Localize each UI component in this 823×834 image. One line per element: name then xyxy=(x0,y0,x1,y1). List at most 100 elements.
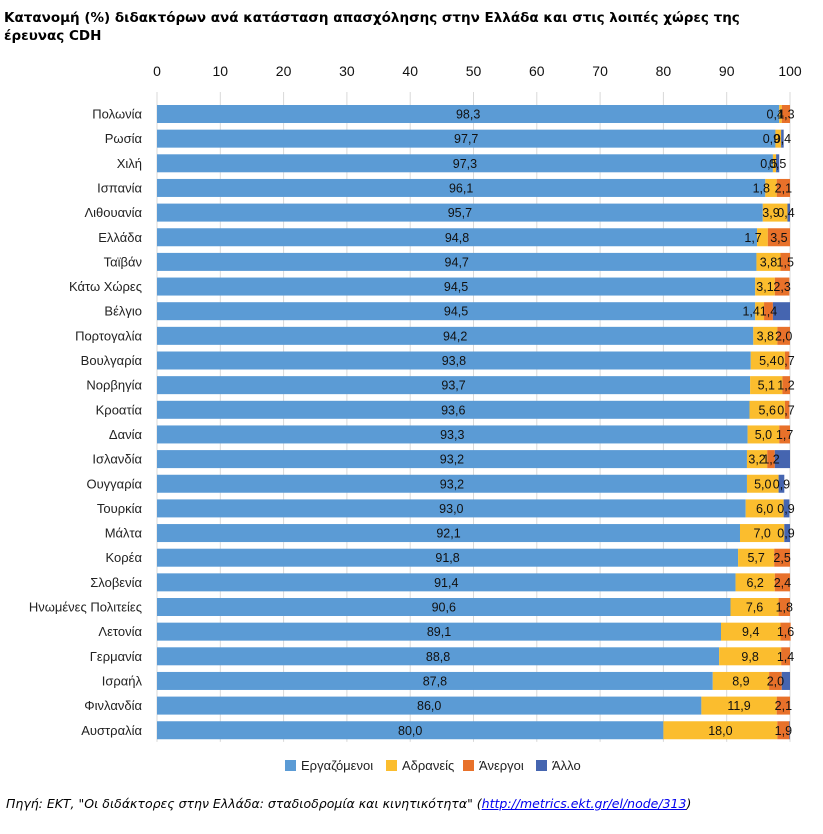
bar-segment xyxy=(738,548,775,567)
x-tick-label: 10 xyxy=(213,63,229,79)
value-label: 87,8 xyxy=(423,674,447,688)
bars xyxy=(157,105,791,740)
bar-segment xyxy=(756,252,781,271)
value-label: 0,4 xyxy=(777,206,794,220)
bar-segment xyxy=(764,302,773,321)
bar-segment xyxy=(747,425,780,444)
legend-label: Άνεργοι xyxy=(479,758,524,773)
value-label: 89,1 xyxy=(427,625,451,639)
value-label: 9,8 xyxy=(741,650,758,664)
bar-segment xyxy=(157,277,756,296)
value-label: 1,4 xyxy=(760,305,777,319)
value-label: 3,5 xyxy=(770,231,787,245)
x-tick-label: 40 xyxy=(402,63,418,79)
bar-segment xyxy=(157,105,780,123)
bar-segment xyxy=(157,696,702,715)
value-label: 93,0 xyxy=(439,502,463,516)
bar-segment xyxy=(157,203,763,222)
legend-swatch xyxy=(463,760,474,771)
bar-segment xyxy=(157,302,756,321)
category-label: Ουγγαρία xyxy=(86,476,142,491)
category-labels: Πολωνία Ρωσία Χιλή Ισπανία Λιθουανία Ελλάδα Τα… xyxy=(29,107,143,738)
value-label: 0,9 xyxy=(773,477,790,491)
value-label: 94,5 xyxy=(444,305,468,319)
value-label: 94,2 xyxy=(443,329,467,343)
value-label: 6,2 xyxy=(746,576,763,590)
value-label: 11,9 xyxy=(727,699,750,713)
bar-segment xyxy=(721,622,781,641)
bar-segment xyxy=(157,524,740,543)
value-label: 2,0 xyxy=(767,674,784,688)
bar-segment xyxy=(772,302,790,321)
bar-segment xyxy=(781,105,790,123)
bar-segment xyxy=(781,671,790,690)
value-label: 6,0 xyxy=(756,502,773,516)
category-label: Λιθουανία xyxy=(84,205,142,220)
chart-title: Κατανομή (%) διδακτόρων ανά κατάσταση απ… xyxy=(4,10,740,44)
category-label: Ισραήλ xyxy=(102,673,143,688)
value-label: 93,7 xyxy=(441,379,465,393)
value-label: 1,2 xyxy=(777,379,794,393)
category-label: Ηνωμένες Πολιτείες xyxy=(29,600,142,615)
value-label: 1,7 xyxy=(744,231,761,245)
bar-segment xyxy=(749,400,785,419)
category-label: Πολωνία xyxy=(92,107,142,122)
category-label: Μάλτα xyxy=(105,526,143,541)
value-label: 7,0 xyxy=(753,527,770,541)
bar-segment xyxy=(157,450,747,469)
bar-segment xyxy=(746,474,779,493)
category-label: Δανία xyxy=(109,427,143,442)
bar-segment xyxy=(787,203,790,222)
value-label: 9,4 xyxy=(742,625,759,639)
value-label: 5,4 xyxy=(759,354,776,368)
value-label: 93,2 xyxy=(440,453,464,467)
value-label: 2,1 xyxy=(775,699,792,713)
bar-segment xyxy=(712,671,770,690)
value-label: 3,1 xyxy=(756,280,773,294)
bar-segment xyxy=(157,252,757,271)
value-label: 3,2 xyxy=(748,453,765,467)
value-label: 93,2 xyxy=(440,477,464,491)
value-label: 3,9 xyxy=(762,206,779,220)
category-label: Βέλγιο xyxy=(104,304,142,319)
bar-segment xyxy=(777,326,790,345)
category-label: Τουρκία xyxy=(97,501,143,516)
bar-segment xyxy=(157,178,766,197)
value-label: 2,0 xyxy=(775,329,792,343)
bar-segment xyxy=(774,573,790,592)
legend-label: Αδρανείς xyxy=(402,758,454,773)
source-link[interactable]: http://metrics.ekt.gr/el/node/313 xyxy=(481,796,687,811)
category-label: Ισπανία xyxy=(97,180,142,195)
value-label: 80,0 xyxy=(398,724,422,738)
value-label: 1,9 xyxy=(775,724,792,738)
source-note: Πηγή: ΕΚΤ, "Οι διδάκτορες στην Ελλάδα: σ… xyxy=(6,796,821,811)
value-label: 2,4 xyxy=(774,576,791,590)
bar-segment xyxy=(777,721,790,740)
x-tick-label: 70 xyxy=(592,63,608,79)
bar-segment xyxy=(765,178,777,197)
value-label: 94,8 xyxy=(445,231,469,245)
bar-segment xyxy=(745,499,784,518)
value-label: 1,4 xyxy=(742,305,759,319)
bar-segment xyxy=(789,721,790,740)
value-label: 93,3 xyxy=(440,428,464,442)
category-label: Ρωσία xyxy=(105,131,143,146)
bar-segment xyxy=(772,154,777,173)
category-label: Πορτογαλία xyxy=(75,328,142,343)
value-label: 0,4 xyxy=(774,132,791,146)
value-label: 2,1 xyxy=(775,181,792,195)
category-label: Σλοβενία xyxy=(90,575,142,590)
value-label: 1,5 xyxy=(777,255,794,269)
x-tick-label: 0 xyxy=(153,63,161,79)
category-label: Κροατία xyxy=(96,402,143,417)
bar-segment xyxy=(779,425,790,444)
bar-segment xyxy=(778,598,790,616)
value-label: 18,0 xyxy=(708,724,732,738)
category-label: Ελλάδα xyxy=(98,230,142,245)
bar-segment xyxy=(157,622,722,641)
value-label: 5,7 xyxy=(747,551,764,565)
bar-segment xyxy=(774,548,790,567)
bar-segment xyxy=(157,351,751,370)
bar-segment xyxy=(783,499,790,518)
value-label: 3,8 xyxy=(760,255,777,269)
